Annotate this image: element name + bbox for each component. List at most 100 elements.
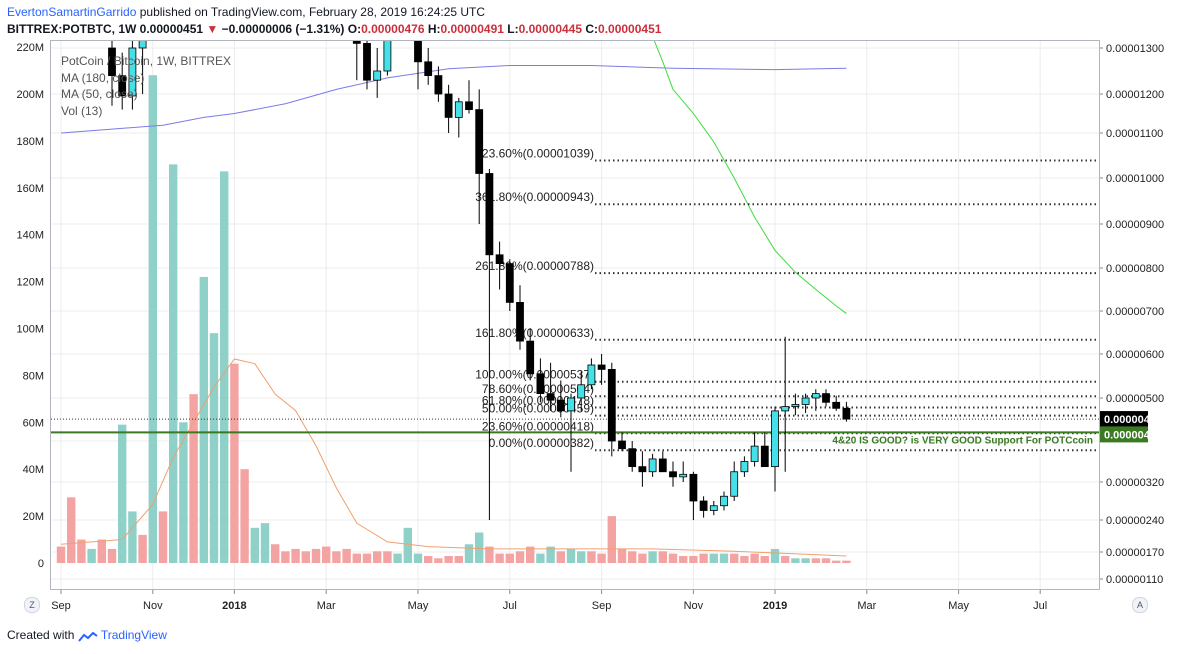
chart-legend: PotCoin / Bitcoin, 1W, BITTREX MA (180, … [61, 53, 231, 119]
volume-bar [332, 551, 341, 563]
candle-down [108, 47, 116, 77]
moving-averages [60, 41, 847, 314]
candle-down [689, 473, 698, 502]
fib-level-label: 100.00%(0.00000537) [475, 368, 594, 382]
legend-ma50: MA (50, close) [61, 87, 138, 101]
time-tick-label: May [948, 600, 969, 612]
candle-down [485, 173, 494, 256]
volume-bar [740, 555, 749, 563]
volume-bar [179, 422, 188, 563]
volume-bar [413, 553, 423, 563]
volume-bar [587, 551, 596, 563]
candle-up [740, 461, 749, 473]
candle-down [495, 254, 504, 265]
high-label: H: [427, 22, 441, 36]
candle-down [556, 399, 565, 412]
volume-bar [301, 551, 310, 563]
volume-bar [393, 553, 402, 563]
volume-tick-label: 140M [16, 230, 44, 242]
volume-bar [352, 553, 361, 563]
volume-bar [464, 544, 474, 563]
last-price-badge-bg [1100, 411, 1148, 428]
volume-tick-label: 60M [23, 417, 44, 429]
tradingview-brand[interactable]: TradingView [100, 628, 167, 642]
low-value: 0.00000445 [518, 22, 583, 36]
price-tick-label: 0.00000320 [1106, 477, 1164, 489]
candle-up [383, 41, 392, 72]
volume-bar [821, 558, 831, 563]
axes: 0.00001300 0.00001200 0.00001100 0.00001000… [16, 42, 1164, 612]
auto-scale-button[interactable]: A [1132, 597, 1148, 613]
candle-up [587, 364, 596, 386]
candle-down [832, 401, 841, 409]
volume-bar [668, 553, 678, 563]
time-tick-label: Jul [503, 600, 517, 612]
candle-up [720, 495, 728, 507]
volume-tick-label: 100M [16, 324, 44, 336]
volume-tick-label: 220M [16, 42, 44, 54]
candle-up [730, 471, 739, 497]
volume-bar [189, 394, 198, 563]
price-tick-label: 0.00000600 [1106, 349, 1164, 361]
candle-up [811, 393, 820, 399]
time-tick-label: Sep [51, 600, 71, 612]
symbol-label: BITTREX:POTBTC, 1W [7, 22, 137, 36]
volume-bar [128, 511, 137, 563]
time-tick-label: May [408, 600, 429, 612]
candle-down [505, 263, 514, 303]
volume-bar [750, 553, 759, 563]
volume-tick-label: 0 [38, 558, 44, 570]
legend-vol: Vol (13) [61, 103, 103, 118]
volume-bar [107, 548, 117, 563]
ohlc-header: BITTREX:POTBTC, 1W 0.00000451 ▼ −0.00000… [7, 22, 661, 36]
volume-bar [250, 527, 259, 563]
down-arrow-icon: ▼ [206, 22, 219, 36]
support-price-badge: 0.00000420 [1104, 429, 1162, 441]
volume-bar [475, 532, 484, 563]
open-value: 0.00000476 [361, 22, 425, 36]
volume-bar [719, 553, 729, 563]
price-tick-label: 0.00001100 [1106, 128, 1163, 140]
candle-up [801, 397, 810, 405]
volume-bar [577, 551, 586, 563]
candle-down [465, 101, 473, 111]
volume-bar [118, 424, 127, 563]
volume-bar [158, 511, 168, 563]
volume-bar [97, 539, 106, 563]
volume-bar [271, 544, 280, 563]
volume-bar [77, 539, 86, 563]
close-value: 0.00000451 [598, 22, 662, 36]
volume-bar [730, 553, 739, 563]
volume-bar [679, 555, 688, 563]
price-tick-label: 0.00000110 [1106, 574, 1163, 586]
volume-bar [260, 523, 270, 563]
volume-bar [556, 551, 565, 563]
volume-bar [832, 560, 841, 563]
price-tick-label: 0.00000240 [1106, 515, 1164, 527]
candle-down [516, 301, 524, 342]
fib-level-label: 423.60%(0.00001039) [475, 146, 594, 160]
fib-level-label: 23.60%(0.00000418) [482, 419, 594, 433]
author-link[interactable]: EvertonSamartinGarrido [7, 5, 137, 19]
volume-bar [709, 553, 718, 563]
volume-tick-label: 120M [16, 277, 44, 289]
volume-bar [383, 551, 392, 563]
volume-bar [811, 558, 820, 563]
candle-down [475, 109, 484, 174]
price-tick-label: 0.00001300 [1106, 43, 1164, 55]
candle-up [577, 384, 586, 399]
volume-bar [628, 551, 637, 563]
fib-level-label: 161.80%(0.00000633) [475, 326, 594, 340]
candle-down [526, 340, 535, 375]
volume-bar [424, 555, 433, 563]
volume-tick-label: 200M [16, 89, 44, 101]
time-tick-label: Sep [592, 600, 612, 612]
volume-bar [648, 551, 657, 563]
candle-down [424, 61, 433, 76]
volume-bar [220, 171, 229, 563]
support-annotation: 4&20 IS GOOD? is VERY GOOD Support For P… [832, 435, 1093, 446]
volume-bar [791, 558, 800, 563]
tradingview-logo-icon [77, 631, 98, 642]
zoom-button[interactable]: Z [24, 597, 40, 613]
